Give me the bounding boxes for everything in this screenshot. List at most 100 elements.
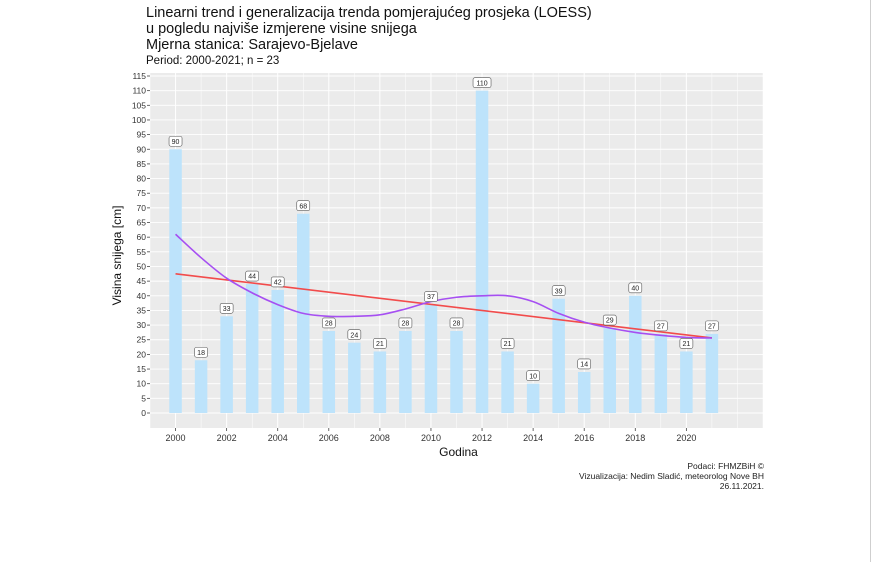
x-tick-label: 2020 <box>676 433 696 443</box>
bar-2016 <box>577 371 591 413</box>
bar-2018 <box>629 295 642 413</box>
data-label-box <box>168 135 183 147</box>
chart-title-line-3: Mjerna stanica: Sarajevo-Bjelave <box>146 37 358 53</box>
bar-2014 <box>526 383 540 413</box>
x-tick-label: 2016 <box>574 433 594 443</box>
x-tick-label: 2010 <box>421 433 441 443</box>
x-tick-label: 2018 <box>625 433 645 443</box>
bar-2000 <box>169 149 182 413</box>
bar-2009 <box>399 330 412 413</box>
bar-2006 <box>322 330 336 413</box>
chart-caption: Podaci: FHMZBiH © Vizualizacija: Nedim S… <box>579 461 764 491</box>
y-tick-label: 95 <box>137 130 147 140</box>
y-tick-label: 85 <box>137 159 147 169</box>
data-label: 27 <box>657 323 665 330</box>
y-tick-label: 115 <box>132 71 146 81</box>
data-label-box <box>705 320 719 332</box>
bar-2010 <box>424 304 438 413</box>
data-label-box <box>398 317 413 329</box>
y-tick-label: 55 <box>137 247 147 257</box>
y-tick-label: 65 <box>137 218 147 228</box>
data-label-box <box>194 346 208 358</box>
data-label: 28 <box>402 321 410 328</box>
data-label: 27 <box>708 323 716 330</box>
data-label: 39 <box>555 288 563 295</box>
data-label: 28 <box>453 321 461 328</box>
data-label-box <box>551 285 566 297</box>
bar-2008 <box>373 351 387 413</box>
data-label-box <box>500 338 515 349</box>
y-tick-label: 30 <box>137 320 147 330</box>
chart-subtitle: Period: 2000-2021; n = 23 <box>146 55 280 67</box>
data-label-box <box>577 358 592 370</box>
y-tick-label: 110 <box>132 86 146 96</box>
data-label: 21 <box>376 341 384 348</box>
loess-line <box>175 233 712 339</box>
data-label-box <box>219 302 234 314</box>
y-tick-label: 75 <box>137 188 147 198</box>
chart-title-line-2: u pogledu najviše izmjerene visine snije… <box>146 21 417 37</box>
data-label: 42 <box>274 280 282 287</box>
data-label-box <box>270 276 285 288</box>
data-label-box <box>679 338 694 349</box>
data-label: 24 <box>350 332 358 339</box>
data-label-box <box>296 200 311 212</box>
data-label-box <box>424 291 438 302</box>
y-tick-label: 50 <box>137 261 147 271</box>
x-tick-label: 2006 <box>319 433 339 443</box>
y-axis-title: Visina snijega [cm] <box>110 206 124 306</box>
linear-trend-line <box>175 273 713 339</box>
bar-2021 <box>705 333 719 413</box>
data-label: 40 <box>631 285 639 292</box>
bar-2003 <box>245 284 259 413</box>
caption-date: 26.11.2021. <box>719 481 764 491</box>
y-tick-label: 15 <box>137 364 147 374</box>
data-label-box <box>654 320 668 332</box>
bar-2020 <box>680 351 693 413</box>
y-tick-label: 0 <box>141 408 146 418</box>
data-label: 29 <box>606 318 614 325</box>
data-label-box <box>472 77 492 88</box>
data-label: 33 <box>223 306 231 313</box>
x-axis-title: Godina <box>439 445 478 459</box>
bar-2012 <box>475 90 489 414</box>
page-edge-divider <box>870 0 871 562</box>
data-label-box <box>347 329 362 340</box>
y-tick-label: 5 <box>141 393 146 403</box>
y-tick-label: 40 <box>137 291 147 301</box>
y-tick-label: 70 <box>137 203 147 213</box>
data-label-box <box>245 270 259 282</box>
bar-2019 <box>654 333 668 413</box>
y-tick-label: 80 <box>137 174 147 184</box>
x-tick-label: 2014 <box>523 433 543 443</box>
x-tick-label: 2004 <box>268 433 288 443</box>
bar-2002 <box>220 316 233 413</box>
data-label-box <box>321 317 336 329</box>
y-tick-label: 100 <box>132 115 146 125</box>
x-tick-label: 2008 <box>370 433 390 443</box>
bar-2001 <box>194 360 208 413</box>
y-tick-label: 105 <box>132 100 146 110</box>
y-tick-label: 25 <box>137 335 147 345</box>
y-tick-label: 60 <box>137 232 147 242</box>
bar-2015 <box>552 298 565 413</box>
caption-author: Vizualizacija: Nedim Sladić, meteorolog … <box>578 471 764 481</box>
data-label: 14 <box>580 362 588 369</box>
caption-source: Podaci: FHMZBiH © <box>687 461 764 471</box>
y-tick-label: 90 <box>137 144 147 154</box>
x-tick-label: 2000 <box>166 433 186 443</box>
chart-titles: Linearni trend i generalizacija trenda p… <box>146 5 592 68</box>
bar-2007 <box>348 342 361 413</box>
x-tick-label: 2002 <box>217 433 237 443</box>
y-tick-label: 35 <box>137 305 147 315</box>
bar-2004 <box>271 289 284 413</box>
data-label-box <box>602 314 617 326</box>
data-label: 110 <box>476 80 487 87</box>
data-label: 37 <box>427 294 435 301</box>
y-tick-label: 10 <box>137 379 147 389</box>
data-label: 18 <box>197 350 205 357</box>
data-label-box <box>449 317 464 329</box>
data-label: 44 <box>248 274 256 281</box>
chart-title: Linearni trend i generalizacija trenda p… <box>146 5 592 21</box>
